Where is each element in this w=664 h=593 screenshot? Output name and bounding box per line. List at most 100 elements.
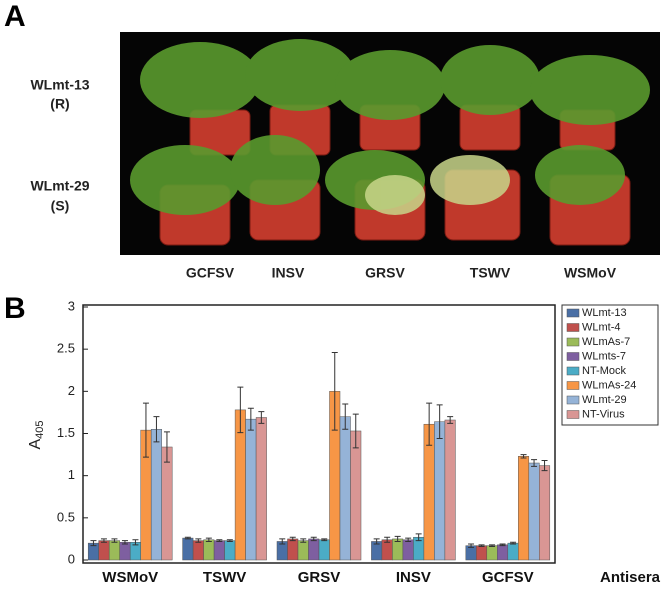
y-tick-label: 0.5 [57,509,75,524]
error-bar [331,352,338,431]
error-bar [100,538,107,543]
error-bar [510,541,517,545]
y-tick-label: 1 [68,467,75,482]
bar [98,540,110,561]
x-tick-label: WSMoV [102,569,158,586]
error-bar [205,537,212,542]
bar [392,538,404,561]
error-bar [405,537,412,542]
legend-label: WLmAs-24 [582,379,636,391]
bar [108,540,120,561]
error-bar [289,536,296,542]
error-bar [373,538,380,545]
error-bar [195,538,202,543]
bar [339,416,351,561]
column-label: TSWV [470,265,511,281]
bar [350,430,362,561]
bar [192,540,204,561]
error-bar [279,538,286,545]
error-bar [447,416,454,424]
legend-label: WLmt-29 [582,394,627,406]
legend-swatch [566,308,580,318]
bar [297,540,309,561]
column-label: GRSV [365,265,405,281]
bar [518,456,530,561]
row-label: WLmt-13 [30,77,89,93]
x-tick-label: TSWV [203,569,246,586]
column-label: INSV [272,265,305,281]
error-bar [541,459,548,472]
error-bar [321,538,328,542]
legend-label: NT-Mock [582,365,627,377]
panel-label: A [4,0,26,33]
legend-label: NT-Virus [582,408,625,420]
error-bar [184,536,191,540]
error-bar [90,540,97,547]
y-tick-label: 0 [68,551,75,566]
y-tick-label: 2 [68,383,75,398]
legend-swatch [566,410,580,419]
bar [381,539,393,561]
error-bar [142,402,149,458]
bar [308,538,320,561]
legend-label: WLmAs-7 [582,336,630,348]
bar [318,539,330,561]
legend-swatch [566,366,580,376]
error-bar [436,404,443,440]
error-bar [342,403,349,430]
error-bar [499,543,506,547]
x-tick-label: GRSV [298,569,341,586]
y-axis-label: A405 [27,420,46,449]
bar [444,419,456,561]
error-bar [520,454,527,459]
error-bar [310,536,317,542]
bar [539,465,551,561]
x-tick-label: INSV [396,569,431,586]
error-bar [478,544,485,548]
bar [182,537,194,561]
error-bar [121,540,128,545]
plant-photo [120,32,660,255]
error-bar [352,413,359,449]
x-axis-label: Antisera [600,569,661,586]
legend-label: WLmts-7 [582,350,626,362]
bar [507,542,519,561]
bar [434,421,446,561]
y-tick-label: 1.5 [57,425,75,440]
bar [402,539,414,561]
bar [486,545,498,561]
error-bar [163,431,170,463]
error-bar [216,539,223,542]
bar [245,418,257,561]
y-tick-label: 2.5 [57,341,75,356]
row-label: (R) [50,96,69,112]
bar [528,462,540,561]
x-tick-label: GCFSV [482,569,534,586]
error-bar [226,539,233,542]
error-bar [237,386,244,434]
bar [287,538,299,561]
error-bar [468,543,475,548]
legend-swatch [566,381,580,390]
column-label: WSMoV [564,265,617,281]
error-bar [153,416,160,443]
bar [213,540,225,561]
bar [119,542,131,561]
bar [476,545,488,561]
legend-swatch [566,323,580,332]
error-bar [489,544,496,548]
legend-swatch [566,352,580,361]
error-bar [111,538,118,543]
bar [203,539,215,561]
legend-label: WLmt-13 [582,307,627,319]
error-bar [426,402,433,446]
row-label: WLmt-29 [30,178,89,194]
bar [224,540,236,561]
error-bar [394,535,401,542]
column-label: GCFSV [186,265,235,281]
legend-swatch [566,337,580,347]
bar [497,544,509,561]
y-axis-label-main: A [27,439,44,450]
error-bar [300,538,307,543]
bar [150,429,162,561]
